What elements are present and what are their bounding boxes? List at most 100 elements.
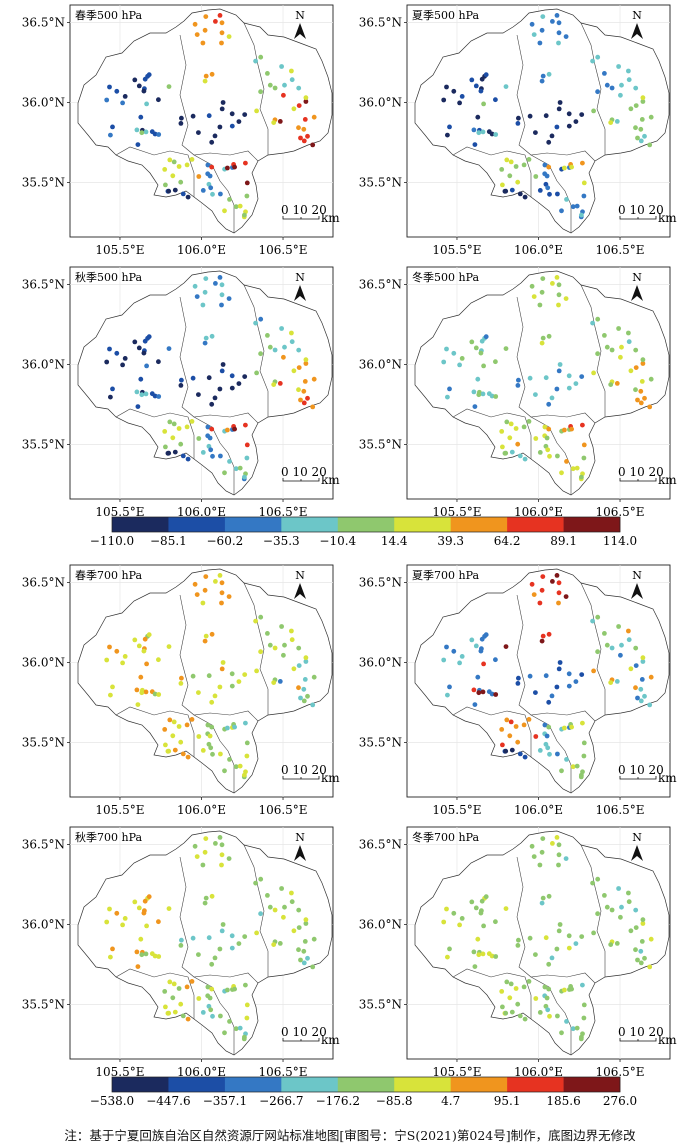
station-dot [500,742,505,748]
station-dot [122,654,128,659]
scalebar-unit: km [658,211,677,225]
station-dot [616,64,621,69]
station-dot [301,400,307,406]
station-dot [543,113,549,119]
station-dot [303,95,309,101]
station-dot [638,400,644,406]
north-label: N [632,9,642,22]
colorbar-label: −538.0 [90,1094,134,1108]
y-tick-label: 35.5°N [22,437,65,451]
north-arrow-icon [631,23,643,39]
station-dot [546,699,552,705]
station-dot [556,666,562,672]
station-dot [500,1004,505,1010]
station-dot [236,679,242,684]
station-dot [633,85,639,91]
north-label: N [295,569,305,582]
station-dot [626,637,632,643]
colorbar-label: −357.1 [203,1094,247,1108]
station-dot [253,58,258,64]
station-dot [579,474,584,480]
station-dot [604,642,610,648]
station-dot [554,684,560,690]
station-dot [554,835,560,840]
station-dot [533,174,539,179]
station-dot [298,135,303,141]
station-dot [526,419,532,424]
station-dot [170,733,176,739]
county-boundary [115,706,155,716]
station-dot [642,395,647,401]
station-dot [213,841,218,846]
station-dot [192,843,198,849]
colorbar-label: −10.4 [319,534,356,548]
station-dot [156,657,161,663]
station-dot [156,692,162,697]
station-dot [642,955,647,961]
station-dot [265,333,270,338]
station-dot [559,1030,564,1036]
station-dot [537,302,543,308]
station-dot [533,734,539,739]
station-dot [608,382,614,387]
station-dot [533,436,539,441]
station-dot [219,862,224,868]
station-dot [219,600,224,606]
region-map [414,568,670,794]
station-dot [473,83,479,89]
station-dot [179,115,184,121]
station-dot [143,391,149,397]
station-dot [444,346,449,352]
station-dot [141,648,147,654]
station-dot [457,922,462,928]
station-dot [648,674,654,680]
station-dot [189,717,195,722]
colorbar-label: 185.6 [546,1094,580,1108]
station-dot [244,455,250,461]
station-dot [549,955,555,961]
station-dot [562,165,567,171]
north-label: N [632,831,642,844]
county-boundary [516,594,596,722]
y-tick-label: 36.0°N [359,917,402,931]
station-dot [556,928,562,934]
station-dot [289,339,295,345]
north-arrow-icon [294,583,306,599]
region-outline [77,270,333,496]
x-tick-label: 106.5°E [595,803,644,817]
station-dot [227,757,232,762]
station-dot [205,162,211,168]
station-dot [508,159,514,165]
station-dot [451,88,457,94]
station-dot [233,466,239,472]
station-dot [253,880,258,886]
station-dot [562,725,567,731]
station-dot [542,162,548,168]
station-dot [619,344,624,350]
y-tick-label: 36.0°N [359,357,402,371]
station-dot [236,381,242,386]
station-dot [303,921,309,926]
county-boundary [580,844,606,977]
station-dot [202,27,208,33]
station-dot [218,453,223,459]
panel-title: 夏季700 hPa [412,569,479,582]
station-dot [253,618,258,624]
station-dot [167,157,173,163]
station-dot [479,636,485,642]
station-dot [559,470,564,476]
y-tick-label: 36.5°N [359,277,402,291]
station-dot [531,294,537,299]
station-dot [546,893,552,899]
station-dot [591,108,596,114]
station-dot [517,453,523,459]
station-dot [640,99,646,104]
scalebar-numbers: 0 10 20 [281,465,327,479]
station-dot [209,631,215,637]
station-dot [478,88,484,94]
x-tick-label: 105.5°E [432,243,481,257]
station-dot [642,693,647,699]
station-dot [144,101,149,107]
x-tick-label: 105.5°E [432,1065,481,1079]
station-dot [441,359,447,365]
